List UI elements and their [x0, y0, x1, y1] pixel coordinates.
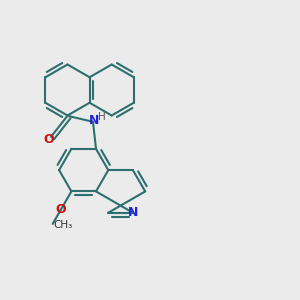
Text: CH₃: CH₃ [54, 220, 73, 230]
Text: N: N [128, 206, 138, 219]
Text: O: O [43, 133, 54, 146]
Text: O: O [56, 203, 66, 216]
Text: H: H [98, 112, 105, 122]
Text: N: N [89, 114, 100, 127]
